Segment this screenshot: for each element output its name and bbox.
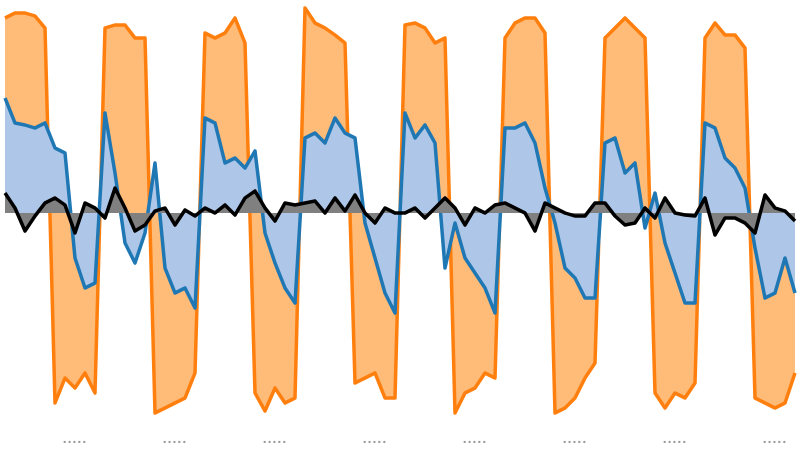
x-tick-label: ..... [163,430,187,446]
x-tick-label: ..... [63,430,87,446]
x-tick-label: ..... [363,430,387,446]
x-tick-label: ..... [663,430,687,446]
x-tick-label: ..... [763,430,787,446]
area-line [3,186,797,237]
x-tick-label: ..... [263,430,287,446]
x-tick-label: ..... [563,430,587,446]
x-tick-label: ..... [463,430,487,446]
